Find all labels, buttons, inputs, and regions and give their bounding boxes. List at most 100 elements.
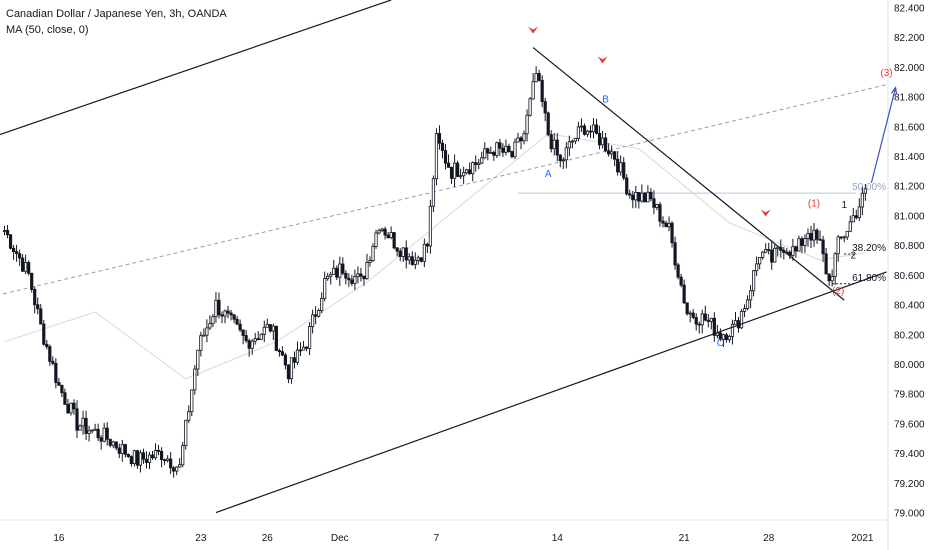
- candle-body: [528, 98, 532, 116]
- candle-body: [700, 313, 704, 326]
- candle-body: [603, 137, 608, 152]
- candle-body: [374, 232, 378, 247]
- candle-body: [84, 417, 88, 434]
- candle-body: [317, 310, 321, 317]
- candle-body: [800, 238, 804, 246]
- candle-body: [141, 452, 146, 460]
- indicator-label: MA (50, close, 0): [6, 24, 89, 36]
- candle-body: [289, 357, 294, 380]
- price-tick-label: 80.600: [894, 271, 925, 282]
- candle-body: [434, 133, 439, 180]
- wave-label: A: [545, 169, 552, 180]
- candle-body: [392, 232, 396, 249]
- candle-body: [217, 299, 221, 316]
- candle-body: [646, 191, 650, 203]
- candle-body: [815, 229, 819, 240]
- candle-body: [150, 454, 155, 459]
- candle-body: [69, 402, 73, 414]
- candle-body: [329, 274, 333, 277]
- candle-body: [407, 256, 411, 261]
- candle-body: [628, 193, 632, 196]
- price-tick-label: 79.400: [894, 449, 925, 460]
- candle-body: [138, 452, 143, 466]
- candle-body: [226, 310, 230, 314]
- candle-body: [256, 338, 260, 341]
- candle-body: [335, 267, 339, 278]
- candle-body: [129, 456, 133, 465]
- time-tick-label: Dec: [331, 533, 349, 544]
- price-tick-label: 79.200: [894, 479, 925, 490]
- candle-body: [600, 137, 605, 146]
- moving-average-line: [4, 133, 866, 380]
- candle-body: [797, 238, 801, 252]
- candle-body: [573, 138, 577, 142]
- candle-body: [72, 402, 76, 410]
- candle-body: [510, 151, 514, 158]
- candle-body: [579, 125, 584, 128]
- candle-body: [326, 275, 330, 279]
- candle-body: [616, 158, 620, 173]
- candle-body: [30, 272, 34, 290]
- candle-body: [265, 324, 269, 328]
- candle-body: [607, 150, 611, 155]
- candle-body: [172, 467, 176, 472]
- candle-body: [806, 233, 810, 239]
- candle-body: [241, 329, 245, 336]
- candle-body: [2, 230, 7, 232]
- candle-body: [169, 458, 173, 469]
- candle-body: [748, 290, 753, 301]
- candle-body: [66, 404, 70, 414]
- candle-body: [770, 249, 774, 263]
- candle-body: [398, 250, 402, 257]
- candle-body: [522, 133, 526, 142]
- upper-channel-line: [0, 0, 392, 136]
- candle-body: [193, 368, 197, 391]
- wave-label: C: [717, 338, 724, 349]
- candle-body: [561, 159, 565, 162]
- candle-body: [344, 272, 348, 279]
- candle-body: [483, 148, 487, 159]
- candle-body: [830, 276, 834, 282]
- channel-midline: [0, 84, 887, 296]
- candle-body: [597, 132, 602, 146]
- candle-body: [63, 392, 67, 405]
- candle-body: [162, 459, 167, 462]
- candle-body: [492, 152, 496, 156]
- candle-body: [353, 276, 357, 284]
- candle-body: [135, 450, 140, 466]
- candle-body: [839, 236, 843, 239]
- candle-body: [697, 323, 701, 326]
- candle-body: [60, 384, 64, 394]
- wave-label: (3): [880, 68, 892, 79]
- candle-body: [87, 430, 91, 434]
- candle-body: [307, 326, 312, 349]
- time-tick-label: 28: [763, 533, 775, 544]
- candle-body: [721, 334, 726, 340]
- candle-body: [688, 312, 692, 315]
- candle-body: [727, 336, 732, 341]
- candle-body: [350, 279, 354, 284]
- time-tick-label: 14: [552, 533, 564, 544]
- candle-body: [235, 318, 239, 325]
- candle-body: [854, 215, 858, 219]
- candle-body: [283, 354, 288, 366]
- candle-body: [18, 253, 22, 259]
- candle-body: [362, 275, 366, 280]
- candle-body: [102, 427, 106, 442]
- candle-body: [610, 151, 614, 155]
- candle-body: [205, 327, 209, 336]
- candle-body: [631, 194, 635, 201]
- candle-body: [280, 351, 285, 356]
- candle-body: [371, 246, 375, 261]
- candle-body: [449, 167, 454, 179]
- candle-body: [667, 222, 671, 228]
- price-tick-label: 82.400: [894, 3, 925, 14]
- wave-label: 1: [841, 200, 847, 211]
- candle-body: [295, 349, 300, 363]
- candle-body: [120, 444, 124, 454]
- candle-body: [755, 263, 759, 272]
- candle-body: [90, 429, 94, 432]
- candle-body: [332, 267, 336, 275]
